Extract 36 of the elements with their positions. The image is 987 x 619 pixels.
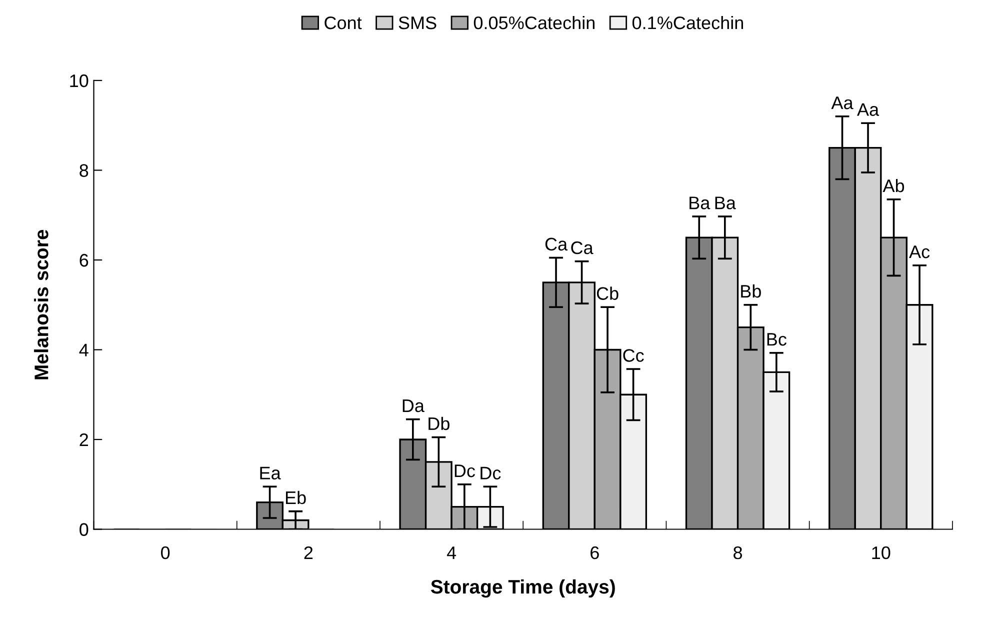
data-label: Ca [545,238,568,251]
legend-label: Cont [324,16,362,30]
y-tick-label: 2 [80,433,88,446]
x-tick-label: 2 [304,546,313,559]
x-tick-label: 0 [161,546,170,560]
legend-label: SMS [398,16,436,30]
y-tick-label: 8 [80,164,88,177]
y-tick-label: 10 [70,74,88,88]
data-label: Db [428,416,450,430]
x-tick-label: 6 [590,546,599,560]
x-tick-label: 8 [734,546,742,560]
y-tick-label: 4 [79,344,88,356]
data-label: Aa [831,96,854,110]
y-tick-label: 0 [80,523,88,536]
data-label: Eb [286,490,306,504]
legend-label: 0.05%Catechin [474,16,594,30]
x-tick-label: 10 [872,546,890,560]
x-tick-label: 4 [446,546,456,559]
data-label: Ca [571,241,594,254]
x-axis-title: Storage Time (days) [430,579,615,598]
data-label: Ba [715,196,736,210]
data-label: Ea [260,466,281,480]
data-label: Cb [596,286,618,300]
data-label: Cc [623,349,644,362]
data-label: Aa [857,103,880,116]
data-label: Ab [882,178,904,192]
data-label: Ba [690,196,710,210]
legend-label: 0.1%Catechin [632,16,744,30]
data-label: Ac [909,246,930,258]
data-label: Bc [767,333,786,346]
data-label: Dc [454,464,475,478]
data-label: Dc [480,466,501,480]
y-axis-title: Melanosis score [34,230,48,380]
y-tick-label: 6 [80,254,88,267]
data-label: Da [402,400,424,412]
data-label: Bb [741,284,761,298]
